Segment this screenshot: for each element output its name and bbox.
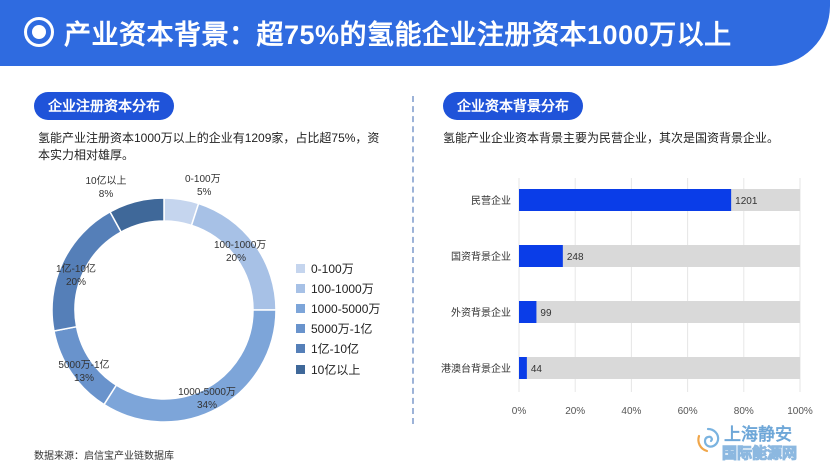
- legend-item: 1000-5000万: [296, 298, 380, 318]
- legend-item: 0-100万: [296, 258, 380, 278]
- target-circle-icon: [24, 17, 54, 47]
- bar: [519, 189, 732, 211]
- category-label: 国资背景企业: [451, 250, 511, 263]
- legend-item: 100-1000万: [296, 278, 380, 298]
- section-title-capital-distribution: 企业注册资本分布: [34, 92, 174, 120]
- x-tick-label: 20%: [565, 406, 585, 417]
- bar-value-label: 1201: [735, 196, 758, 207]
- legend-swatch: [296, 324, 305, 334]
- capital-distribution-description: 氢能产业注册资本1000万以上的企业有1209家，占比超75%，资本实力相对雄厚…: [38, 131, 380, 162]
- bar-track: [519, 301, 800, 323]
- legend-item: 1亿-10亿: [296, 339, 380, 359]
- legend-item: 10亿以上: [296, 359, 380, 379]
- legend-swatch: [296, 283, 305, 293]
- donut-slice: [102, 309, 277, 423]
- legend-item: 5000万-1亿: [296, 319, 380, 339]
- x-tick-label: 40%: [621, 406, 641, 417]
- legend-swatch: [296, 344, 305, 354]
- bar: [519, 245, 563, 267]
- capital-distribution-donut-chart: 0-100万 5% 100-1000万 20% 1000-5000万 34% 5000万-1…: [51, 174, 277, 423]
- watermark-text-primary: 上海静安: [724, 425, 792, 444]
- legend-label: 1亿-10亿: [311, 342, 360, 357]
- capital-background-bar-chart: 0% 20% 40% 60% 80% 100% 民营企业 1201 国资背景企业 248 外资背景企…: [441, 178, 813, 417]
- donut-slice-label: 100-1000万: [214, 240, 266, 251]
- watermark-text-secondary: 国际能源网: [721, 445, 798, 463]
- donut-slice-label: 5000万-1亿: [58, 358, 109, 371]
- donut-legend: 0-100万 100-1000万 1000-5000万 5000万-1亿 1亿-10亿 1…: [296, 258, 380, 379]
- category-label: 民营企业: [471, 194, 511, 207]
- x-tick-label: 60%: [678, 406, 698, 417]
- donut-slice-label: 0-100万: [185, 174, 221, 185]
- donut-slice: [109, 197, 165, 234]
- bar-value-label: 99: [540, 308, 552, 319]
- donut-slice-value: 5%: [197, 187, 212, 198]
- legend-swatch: [296, 263, 305, 273]
- bar-track: [519, 245, 800, 267]
- capital-background-description: 氢能产业企业资本背景主要为民营企业，其次是国资背景企业。: [443, 131, 780, 145]
- bar: [519, 357, 527, 379]
- donut-slice-value: 20%: [226, 253, 246, 264]
- legend-label: 0-100万: [311, 261, 354, 276]
- donut-slice-value: 34%: [197, 400, 217, 411]
- bar: [519, 301, 537, 323]
- legend-label: 10亿以上: [311, 362, 361, 377]
- category-label: 港澳台背景企业: [441, 362, 511, 375]
- legend-label: 100-1000万: [311, 281, 374, 296]
- x-tick-label: 80%: [734, 406, 754, 417]
- category-label: 外资背景企业: [451, 306, 511, 319]
- legend-swatch: [296, 364, 305, 374]
- donut-slice-value: 8%: [99, 189, 114, 200]
- x-tick-label: 0%: [512, 406, 527, 417]
- section-divider: [412, 96, 414, 424]
- bar-track: [519, 357, 800, 379]
- swirl-logo-icon: [697, 427, 720, 453]
- data-source-note: 数据来源：启信宝产业链数据库: [34, 451, 174, 462]
- donut-slice-label: 10亿以上: [85, 174, 126, 187]
- bar-value-label: 44: [531, 364, 543, 375]
- donut-slice-value: 20%: [66, 277, 86, 288]
- donut-slice-label: 1000-5000万: [178, 387, 236, 398]
- section-title-capital-background: 企业资本背景分布: [443, 92, 583, 120]
- legend-swatch: [296, 303, 305, 313]
- donut-slice-value: 13%: [74, 373, 94, 384]
- legend-label: 5000万-1亿: [311, 322, 373, 337]
- legend-label: 1000-5000万: [311, 301, 381, 316]
- page-title: 产业资本背景：超75%的氢能企业注册资本1000万以上: [64, 20, 732, 50]
- bar-value-label: 248: [567, 252, 584, 263]
- x-tick-label: 100%: [787, 406, 813, 417]
- watermark: 上海静安 国际能源网: [688, 420, 828, 464]
- donut-slice-label: 1亿-10亿: [56, 262, 96, 275]
- header-banner: 产业资本背景：超75%的氢能企业注册资本1000万以上: [0, 0, 830, 66]
